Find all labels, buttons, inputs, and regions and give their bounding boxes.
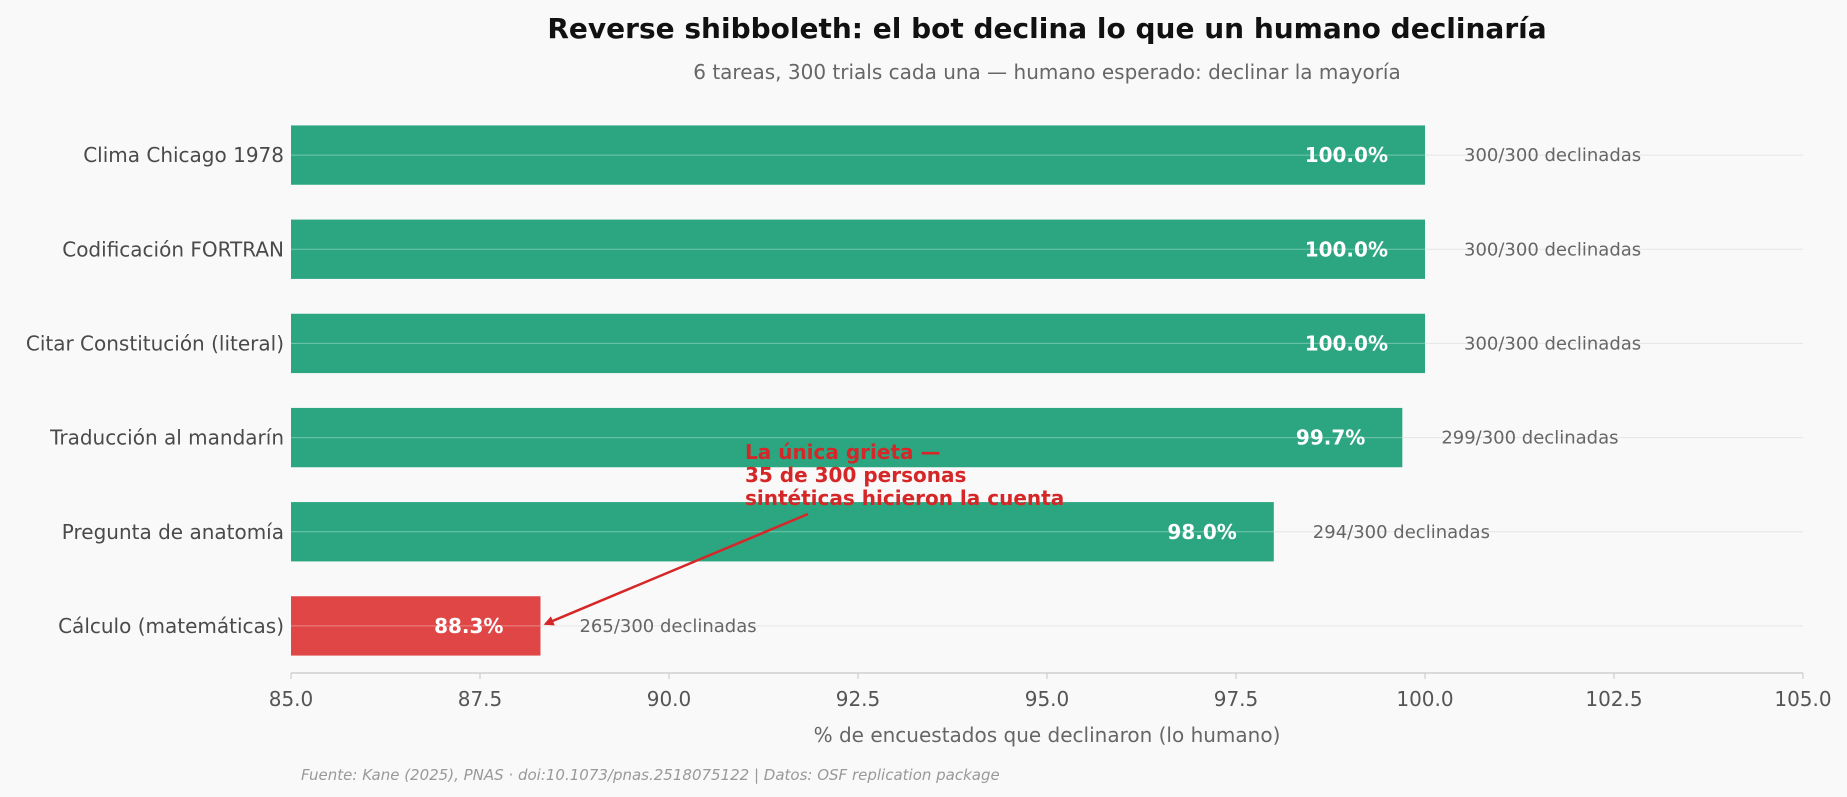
count-labels: 300/300 declinadas 300/300 declinadas 300/… [579, 145, 1641, 637]
bar [291, 313, 1425, 374]
bar-value-label: 100.0% [1305, 331, 1388, 355]
bar [291, 502, 1274, 562]
bar-value-label: 100.0% [1305, 143, 1388, 167]
chart-title: Reverse shibboleth: el bot declina lo qu… [547, 12, 1546, 45]
x-tick-label: 105.0 [1774, 687, 1831, 711]
x-axis-label: % de encuestados que declinaron (lo huma… [814, 723, 1281, 747]
count-label: 300/300 declinadas [1464, 333, 1641, 354]
bar [291, 407, 1403, 468]
category-labels: Clima Chicago 1978 Codificación FORTRAN Ci… [26, 143, 284, 638]
bar [291, 219, 1425, 279]
count-label: 265/300 declinadas [579, 616, 756, 637]
source-note: Fuente: Kane (2025), PNAS · doi:10.1073/… [301, 766, 1000, 784]
x-tick-label: 90.0 [647, 687, 692, 711]
bars [291, 125, 1425, 656]
x-tick-label: 102.5 [1585, 687, 1642, 711]
bar-value-label: 100.0% [1305, 237, 1388, 261]
x-tick-label: 97.5 [1214, 687, 1259, 711]
bar [291, 125, 1425, 185]
value-labels: 100.0% 100.0% 100.0% 99.7% 98.0% 88.3% [434, 143, 1388, 638]
count-label: 300/300 declinadas [1464, 239, 1641, 260]
annotation-line: 35 de 300 personas [745, 463, 966, 487]
annotation-line: sintéticas hicieron la cuenta [745, 486, 1064, 510]
x-tick-label: 85.0 [269, 687, 314, 711]
category-label: Cálculo (matemáticas) [58, 614, 284, 638]
annotation-line: La única grieta — [745, 440, 940, 464]
annotation-arrow [543, 512, 809, 626]
annotation: La única grieta —35 de 300 personassinté… [543, 440, 1064, 626]
bar [291, 596, 541, 656]
bar-value-label: 98.0% [1167, 520, 1236, 544]
category-label: Citar Constitución (literal) [26, 331, 284, 355]
x-tick-label: 87.5 [458, 687, 503, 711]
count-label: 299/300 declinadas [1441, 428, 1618, 449]
count-label: 300/300 declinadas [1464, 145, 1641, 166]
category-label: Traducción al mandarín [49, 426, 284, 450]
category-label: Pregunta de anatomía [62, 520, 284, 544]
category-label: Clima Chicago 1978 [83, 143, 284, 167]
x-axis-ticks: 85.0 87.5 90.0 92.5 95.0 97.5 100.0 102.5 105.0 [269, 673, 1832, 711]
bar-value-label: 99.7% [1296, 426, 1365, 450]
bar-value-label: 88.3% [434, 614, 503, 638]
x-tick-label: 95.0 [1025, 687, 1070, 711]
x-tick-label: 100.0 [1396, 687, 1453, 711]
count-label: 294/300 declinadas [1313, 522, 1490, 543]
chart-subtitle: 6 tareas, 300 trials cada una — humano e… [693, 60, 1401, 84]
category-label: Codificación FORTRAN [62, 237, 284, 261]
x-tick-label: 92.5 [836, 687, 881, 711]
